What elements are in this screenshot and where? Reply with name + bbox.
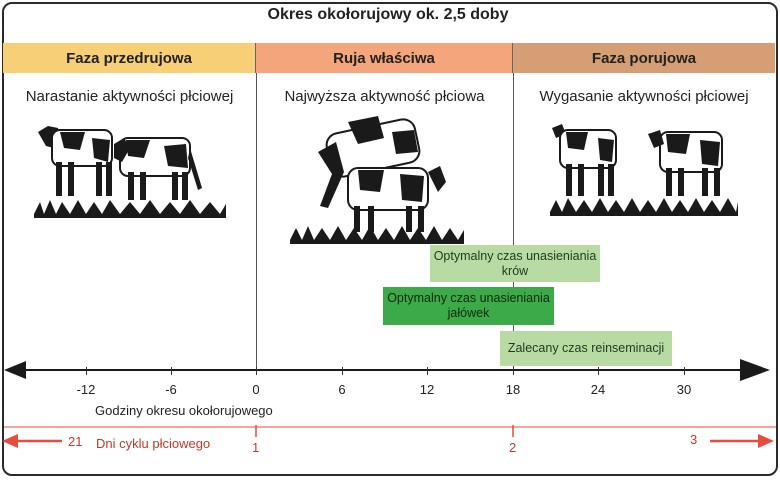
tick-label: 12: [419, 382, 435, 397]
diagram-title: Okres okołorujowy ok. 2,5 doby: [267, 6, 509, 23]
phase-header-preestrus: Faza przedrujowa: [3, 43, 256, 73]
tick-mark: [171, 367, 172, 375]
divider-line-18h: [513, 73, 514, 373]
phase-desc-preestrus: Narastanie aktywności płciowej: [25, 88, 234, 105]
phase-desc-postestrus: Wygasanie aktywności płciowej: [539, 88, 749, 105]
tick-mark: [342, 367, 343, 375]
tick-label: 18: [505, 382, 521, 397]
tick-label: -6: [165, 382, 177, 397]
tick-mark: [513, 367, 514, 375]
recommended-reinsemination-box: Zalecany czas reinseminacji: [500, 331, 672, 366]
tick-label: 24: [590, 382, 606, 397]
cycle-axis-arrow: [2, 425, 776, 448]
cycle-axis-label: Dni cyklu płciowego: [96, 436, 211, 451]
cycle-day-1: 1: [252, 440, 260, 455]
tick-mark: [86, 367, 87, 375]
cycle-day-21: 21: [68, 434, 83, 449]
phase-desc-estrus: Najwyższa aktywność płciowa: [284, 88, 485, 105]
cycle-day-3: 3: [690, 432, 698, 447]
tick-mark: [684, 367, 685, 375]
optimal-insemination-cows-box: Optymalny czas unasieniania krów: [430, 245, 600, 282]
standing-cows-icon: [550, 124, 738, 216]
tick-label: 30: [676, 382, 692, 397]
optimal-insemination-heifers-box: Optymalny czas unasieniania jałówek: [383, 287, 554, 325]
phase-header-postestrus: Faza porujowa: [513, 43, 775, 73]
tick-label: 6: [338, 382, 346, 397]
tick-label: 0: [252, 382, 260, 397]
tick-mark: [256, 367, 257, 375]
tick-label: -12: [76, 382, 96, 397]
cycle-day-2: 2: [509, 440, 517, 455]
divider-line-0h: [256, 73, 257, 373]
hours-axis-label: Godziny okresu okołorujowego: [95, 403, 273, 418]
grazing-cows-icon: [34, 126, 226, 218]
tick-mark: [598, 367, 599, 375]
mounting-cows-icon: [290, 116, 464, 244]
phase-header-estrus: Ruja właściwa: [256, 43, 513, 73]
hours-axis-arrow: [4, 359, 770, 381]
tick-mark: [427, 367, 428, 375]
